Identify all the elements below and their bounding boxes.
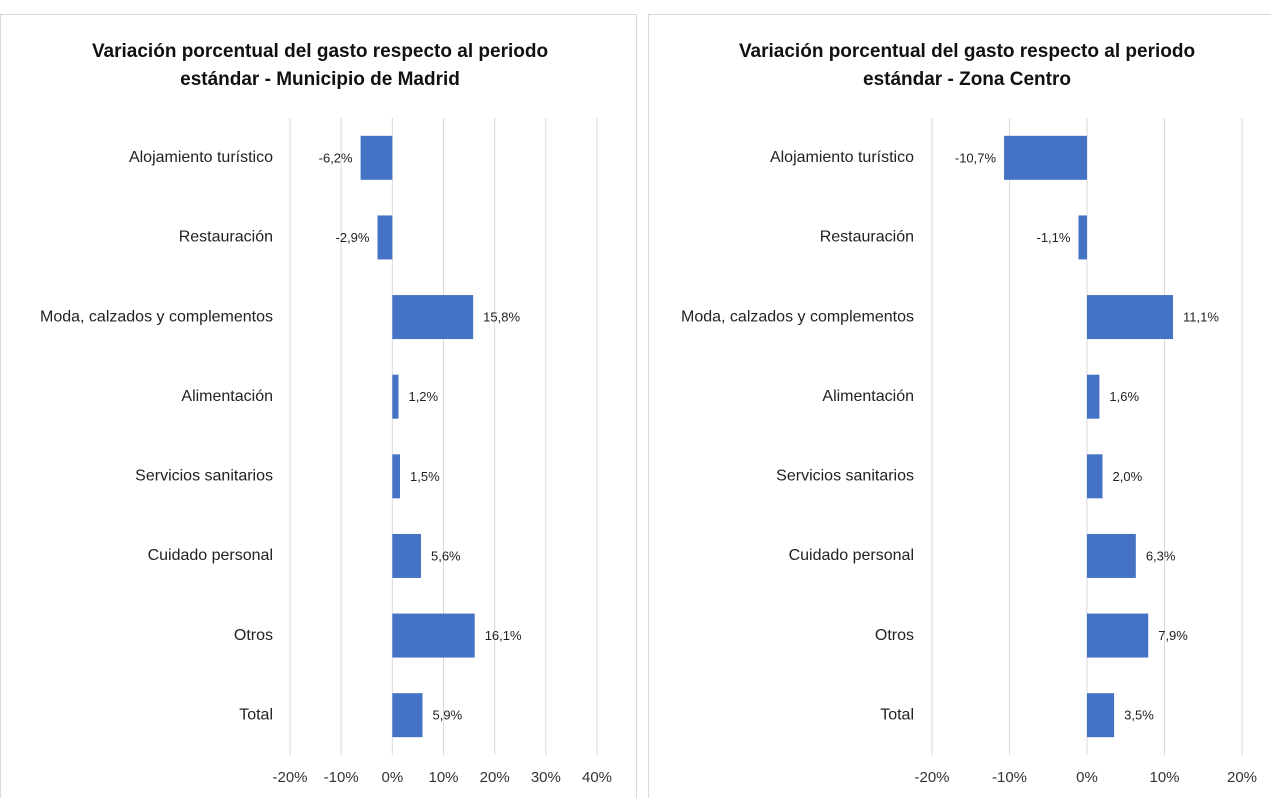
bar (377, 215, 393, 260)
data-label: 11,1% (1183, 310, 1219, 325)
bar (1087, 295, 1174, 340)
data-label: 5,6% (431, 548, 461, 563)
bar (1087, 454, 1103, 499)
data-label: 1,6% (1109, 389, 1139, 404)
bar (1087, 533, 1136, 578)
bar (392, 693, 423, 738)
x-tick-label: 30% (531, 769, 561, 786)
x-tick-label: -20% (272, 769, 307, 786)
x-tick-label: 40% (582, 769, 612, 786)
data-label: -2,9% (336, 230, 370, 245)
data-label: 2,0% (1113, 469, 1143, 484)
category-label: Cuidado personal (789, 547, 914, 564)
x-tick-label: -20% (914, 769, 949, 786)
x-tick-label: 20% (480, 769, 510, 786)
chart-title: Variación porcentual del gasto respecto … (92, 41, 548, 62)
category-label: Alojamiento turístico (770, 149, 914, 166)
x-tick-label: 0% (1076, 769, 1098, 786)
x-tick-label: -10% (992, 769, 1027, 786)
category-label: Alojamiento turístico (129, 149, 273, 166)
chart-title: Variación porcentual del gasto respecto … (739, 41, 1195, 62)
bar (392, 295, 474, 340)
data-label: -10,7% (955, 150, 997, 165)
bar (392, 533, 421, 578)
category-label: Otros (875, 627, 914, 644)
bar (392, 454, 401, 499)
category-label: Alimentación (822, 388, 914, 405)
category-label: Servicios sanitarios (135, 468, 273, 485)
category-label: Alimentación (181, 388, 273, 405)
panel-border (0, 14, 637, 798)
bar (1087, 693, 1115, 738)
bar (1078, 215, 1087, 260)
category-label: Servicios sanitarios (776, 468, 914, 485)
category-label: Moda, calzados y complementos (40, 308, 273, 325)
x-tick-label: 10% (1149, 769, 1179, 786)
data-label: 5,9% (433, 708, 463, 723)
data-label: 15,8% (483, 310, 520, 325)
data-label: 6,3% (1146, 548, 1176, 563)
bar (392, 374, 399, 419)
panel-border (648, 14, 1271, 798)
x-tick-label: 20% (1227, 769, 1257, 786)
bar (392, 613, 475, 658)
chart-title: estándar - Municipio de Madrid (180, 69, 460, 90)
data-label: 1,5% (410, 469, 440, 484)
category-label: Total (239, 706, 273, 723)
data-label: -6,2% (319, 150, 353, 165)
category-label: Restauración (820, 229, 914, 246)
category-label: Restauración (179, 229, 273, 246)
category-label: Otros (234, 627, 273, 644)
data-label: -1,1% (1037, 230, 1071, 245)
data-label: 16,1% (485, 628, 522, 643)
chart-title: estándar - Zona Centro (863, 69, 1071, 90)
x-tick-label: 0% (381, 769, 403, 786)
x-tick-label: -10% (324, 769, 359, 786)
category-label: Moda, calzados y complementos (681, 308, 914, 325)
bar (1087, 374, 1100, 419)
category-label: Total (880, 706, 914, 723)
bar (360, 135, 393, 180)
data-label: 3,5% (1124, 708, 1154, 723)
data-label: 7,9% (1158, 628, 1188, 643)
bar (1004, 135, 1087, 180)
data-label: 1,2% (408, 389, 438, 404)
category-label: Cuidado personal (148, 547, 273, 564)
bar (1087, 613, 1149, 658)
x-tick-label: 10% (428, 769, 458, 786)
